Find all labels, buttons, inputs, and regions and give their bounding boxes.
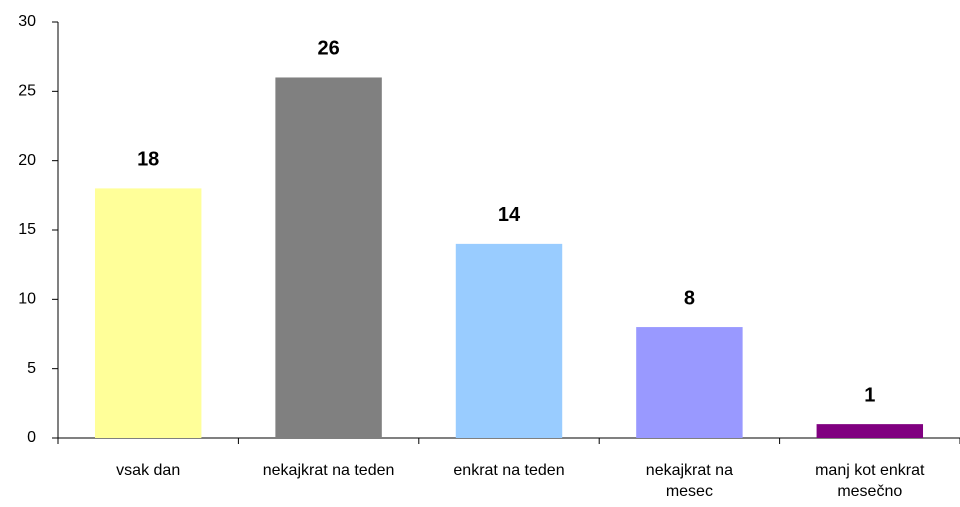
x-tick-label-box: enkrat na teden bbox=[453, 462, 565, 479]
y-tick-label: 15 bbox=[18, 221, 36, 238]
x-tick-label-box: manj kot enkrat mesečno bbox=[815, 462, 925, 500]
data-label: 26 bbox=[317, 38, 339, 60]
bar bbox=[455, 243, 563, 438]
x-tick-label: manj kot enkrat mesečno bbox=[815, 462, 925, 500]
x-tick-label: enkrat na teden bbox=[453, 462, 565, 479]
bar bbox=[636, 327, 743, 438]
data-label: 18 bbox=[137, 149, 159, 171]
y-tick-label: 0 bbox=[27, 429, 36, 446]
y-tick-label: 20 bbox=[18, 152, 36, 169]
bar bbox=[816, 424, 924, 438]
bar bbox=[275, 77, 382, 438]
data-label: 1 bbox=[864, 384, 875, 406]
x-tick-label: vsak dan bbox=[116, 462, 181, 479]
data-label: 8 bbox=[684, 287, 695, 309]
bar bbox=[94, 188, 202, 438]
x-tick-label: nekajkrat na mesec bbox=[645, 462, 733, 500]
y-tick-label: 5 bbox=[27, 360, 36, 377]
data-label: 14 bbox=[498, 204, 521, 226]
x-tick-label-box: nekajkrat na teden bbox=[262, 462, 395, 479]
x-tick-label: nekajkrat na teden bbox=[262, 462, 395, 479]
y-tick-label: 25 bbox=[18, 83, 36, 100]
y-tick-label: 30 bbox=[18, 13, 36, 30]
y-tick-label: 10 bbox=[18, 291, 36, 308]
x-tick-label-box: vsak dan bbox=[116, 462, 181, 479]
x-tick-label-box: nekajkrat na mesec bbox=[645, 462, 733, 500]
